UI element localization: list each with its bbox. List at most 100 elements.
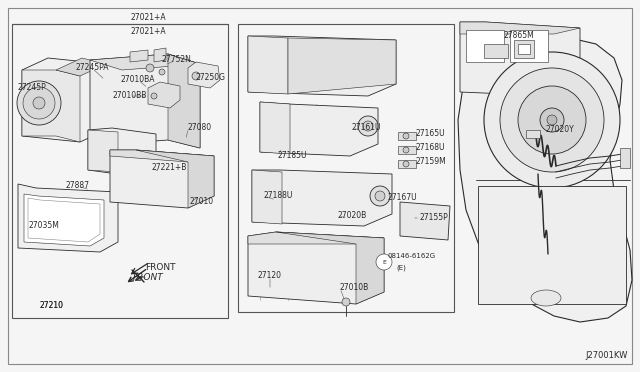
Polygon shape [154,48,166,62]
Circle shape [192,72,200,80]
Text: 27155P: 27155P [420,214,449,222]
Text: 27080: 27080 [188,124,212,132]
Polygon shape [458,38,632,322]
Circle shape [363,121,373,131]
Circle shape [151,93,157,99]
Polygon shape [460,22,580,96]
Text: 08146-6162G: 08146-6162G [388,253,436,259]
Bar [12,24,228,318]
Circle shape [518,86,586,154]
Polygon shape [22,70,80,142]
Circle shape [33,97,45,109]
Bar [478,186,626,304]
Bar [398,160,416,168]
Bar [620,148,630,168]
Text: 27245PA: 27245PA [76,64,109,73]
Circle shape [403,147,409,153]
Text: 27021+A: 27021+A [130,28,166,36]
Polygon shape [460,22,580,34]
Bar [484,44,508,58]
Text: J27001KW: J27001KW [586,352,628,360]
Polygon shape [56,58,106,76]
Polygon shape [252,170,282,224]
Circle shape [23,87,55,119]
Text: 27167U: 27167U [388,193,418,202]
Polygon shape [188,62,220,88]
Polygon shape [88,130,118,172]
Polygon shape [276,232,384,304]
Circle shape [376,254,392,270]
Polygon shape [260,102,290,154]
Text: 27221+B: 27221+B [152,164,188,173]
Text: 27161U: 27161U [352,124,381,132]
Polygon shape [248,36,396,96]
Polygon shape [248,232,384,304]
Polygon shape [252,170,392,226]
Text: 27865M: 27865M [504,32,535,41]
Text: 27020B: 27020B [338,212,367,221]
Polygon shape [18,184,118,252]
Text: 27020Y: 27020Y [546,125,575,135]
Text: 27168U: 27168U [416,144,445,153]
Text: 27210: 27210 [40,301,64,311]
Circle shape [547,115,557,125]
Polygon shape [248,232,384,244]
Circle shape [500,68,604,172]
Circle shape [146,64,154,72]
Text: 27010B: 27010B [340,283,369,292]
Bar [518,44,530,54]
Bar [398,146,416,154]
Polygon shape [110,150,214,162]
Text: FRONT: FRONT [136,263,175,280]
Text: 27188U: 27188U [264,192,293,201]
Text: 27021+A: 27021+A [130,13,166,22]
Polygon shape [24,194,104,246]
Circle shape [403,133,409,139]
Circle shape [342,298,350,306]
Polygon shape [90,54,200,148]
Bar [398,132,416,140]
Text: 27035M: 27035M [29,221,60,231]
Circle shape [17,81,61,125]
Polygon shape [260,102,378,156]
Polygon shape [168,54,200,148]
Text: 27010: 27010 [190,198,214,206]
Text: 27887: 27887 [66,182,90,190]
Polygon shape [148,82,180,108]
Circle shape [375,191,385,201]
Ellipse shape [531,290,561,306]
Text: 27159M: 27159M [416,157,447,167]
Text: (E): (E) [396,265,406,271]
Circle shape [484,52,620,188]
Polygon shape [22,58,106,142]
Text: 27250G: 27250G [196,74,226,83]
Polygon shape [110,150,214,208]
Text: 27010BA: 27010BA [121,76,156,84]
Text: 27210: 27210 [40,301,64,311]
Text: 27752N: 27752N [161,55,191,64]
Polygon shape [288,38,396,94]
Bar [238,24,454,312]
Circle shape [370,186,390,206]
Polygon shape [248,36,288,94]
Circle shape [159,69,165,75]
Circle shape [358,116,378,136]
Text: 27165U: 27165U [416,129,445,138]
Polygon shape [88,128,156,176]
Text: 27245P: 27245P [18,83,47,93]
Bar [514,40,534,58]
Text: 27185U: 27185U [278,151,307,160]
Polygon shape [130,50,148,62]
Bar [526,130,540,138]
Bar [510,30,548,62]
Polygon shape [400,202,450,240]
Circle shape [540,108,564,132]
Text: FRONT: FRONT [132,273,163,282]
Text: 27010BB: 27010BB [113,92,147,100]
Text: E: E [382,260,386,264]
Circle shape [403,161,409,167]
Text: 27120: 27120 [258,272,282,280]
Bar [466,30,504,62]
Polygon shape [90,54,200,70]
Polygon shape [136,150,214,208]
